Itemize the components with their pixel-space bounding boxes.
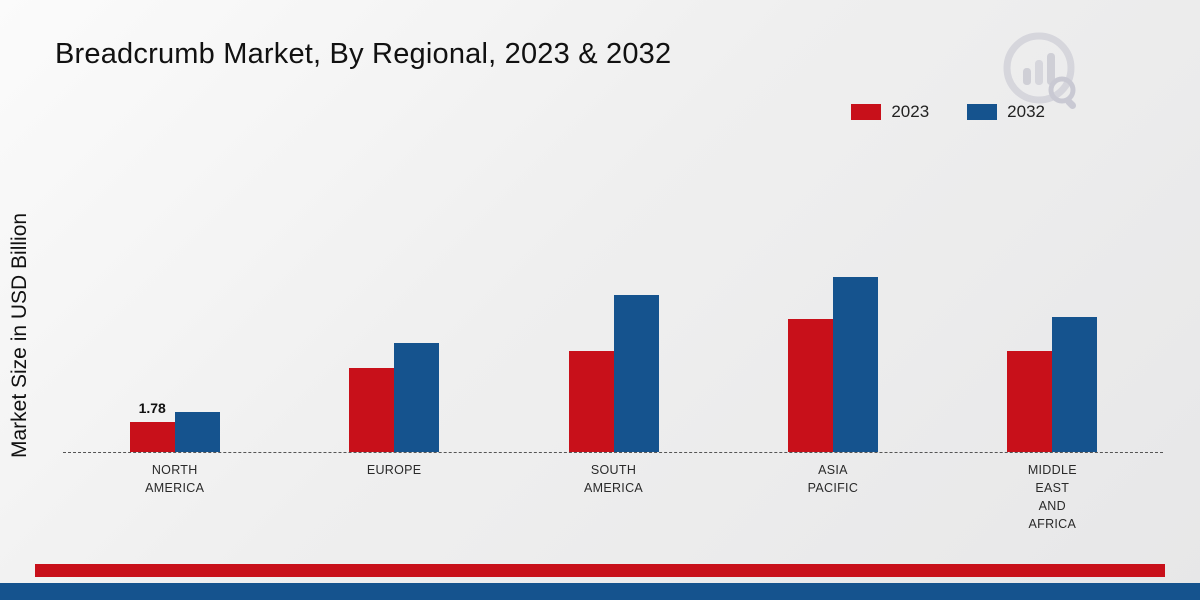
bar-2023-europe: [349, 368, 395, 452]
bar-group-middle-east-and-africa: [943, 250, 1162, 452]
legend-swatch-2032: [967, 104, 998, 120]
category-label-europe: EUROPE: [366, 463, 422, 477]
bar-group-south-america: [504, 250, 723, 452]
bar-2023-north-america: 1.78: [129, 400, 175, 452]
bar-2023-middle-east-and-africa: [1007, 351, 1053, 452]
bar-2032-asia-pacific: [832, 277, 878, 452]
bar-value-label-2023-north-america: 1.78: [138, 400, 166, 416]
footer-stripe-blue: [0, 583, 1200, 600]
bar-2032-middle-east-and-africa: [1052, 317, 1098, 452]
legend-label-2032: 2032: [1007, 102, 1045, 121]
bar-2023-asia-pacific: [787, 319, 833, 452]
brand-watermark-logo-icon: [1001, 30, 1085, 119]
footer-stripe-red: [35, 564, 1165, 577]
x-axis-baseline: [63, 452, 1163, 453]
bar-group-asia-pacific: [723, 250, 942, 452]
category-label-north-america: NORTH AMERICA: [145, 463, 205, 496]
y-axis-label: Market Size in USD Billion: [8, 212, 31, 458]
bar-2032-north-america: [174, 412, 220, 452]
bar-2032-europe: [394, 343, 440, 452]
category-label-asia-pacific: ASIA PACIFIC: [807, 463, 859, 496]
category-label-middle-east-and-africa: MIDDLE EAST AND AFRICA: [1027, 463, 1077, 532]
bar-2023-south-america: [568, 351, 614, 452]
category-label-south-america: SOUTH AMERICA: [583, 463, 644, 496]
chart-title: Breadcrumb Market, By Regional, 2023 & 2…: [55, 38, 672, 70]
legend-label-2023: 2023: [891, 102, 930, 121]
legend-item-2023: 2023: [851, 102, 929, 122]
bar-group-europe: [284, 250, 503, 452]
bar-2032-south-america: [613, 295, 659, 452]
bar-group-north-america: 1.78: [65, 250, 284, 452]
legend-swatch-2023: [851, 104, 882, 120]
plot-area: 1.78: [65, 250, 1162, 452]
legend: 2023 2032: [851, 102, 1045, 122]
x-axis-category-labels: NORTH AMERICA EUROPE SOUTH AMERICA ASIA PAC…: [65, 461, 1162, 534]
legend-item-2032: 2032: [967, 102, 1045, 122]
